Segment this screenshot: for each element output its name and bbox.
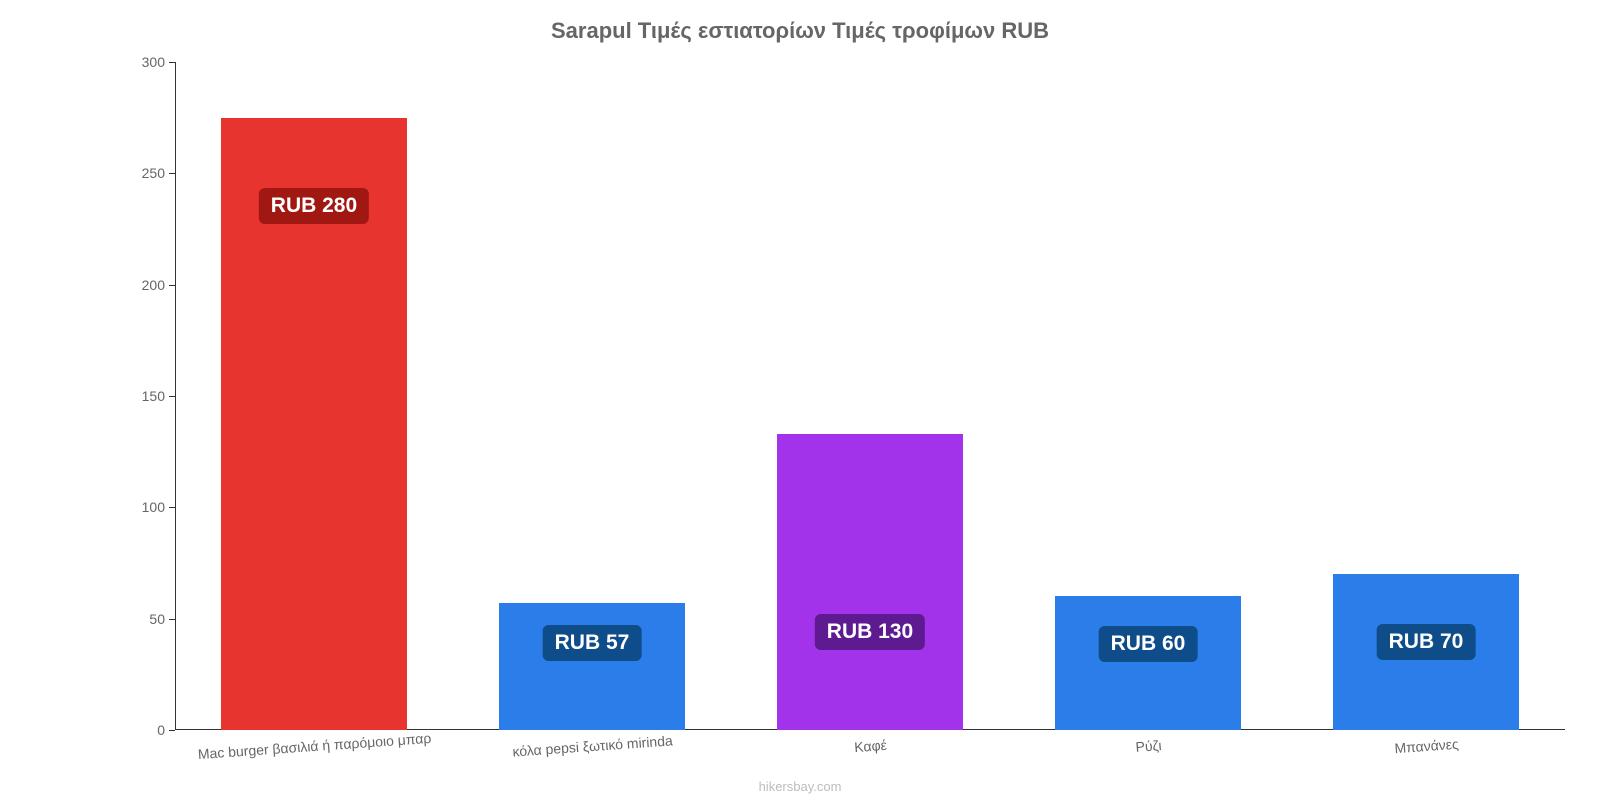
bar-value-badge: RUB 60 [1099,626,1198,662]
bar: RUB 57 [499,603,685,730]
bar: RUB 130 [777,434,963,730]
bar: RUB 60 [1055,596,1241,730]
y-tick-label: 150 [142,388,165,404]
y-tick-mark [169,730,175,731]
x-category-label: Mac burger βασιλιά ή παρόμοιο μπαρ [197,730,431,762]
bar-value-badge: RUB 280 [259,188,369,224]
bar-value-badge: RUB 130 [815,614,925,650]
bar-value-badge: RUB 57 [543,625,642,661]
y-tick-label: 100 [142,499,165,515]
chart-title: Sarapul Τιμές εστιατορίων Τιμές τροφίμων… [0,18,1600,44]
y-tick-label: 300 [142,54,165,70]
attribution-text: hikersbay.com [0,779,1600,794]
y-tick-label: 50 [149,611,165,627]
plot-area: 050100150200250300 RUB 280RUB 57RUB 130R… [175,62,1565,730]
x-category-label: Ρύζι [1135,737,1162,755]
bars-area: RUB 280 RUB 57 RUB 130 RUB 60 RUB 70 [175,62,1565,730]
chart-container: Sarapul Τιμές εστιατορίων Τιμές τροφίμων… [0,0,1600,800]
x-category-label: Μπανάνες [1394,736,1459,756]
bar-value-badge: RUB 70 [1377,624,1476,660]
x-category-label: κόλα pepsi ξωτικό mirinda [512,732,673,759]
y-tick-label: 250 [142,165,165,181]
x-category-label: Καφέ [854,737,888,755]
bar: RUB 70 [1333,574,1519,730]
y-tick-label: 200 [142,277,165,293]
bar: RUB 280 [221,118,407,730]
y-tick-label: 0 [157,722,165,738]
